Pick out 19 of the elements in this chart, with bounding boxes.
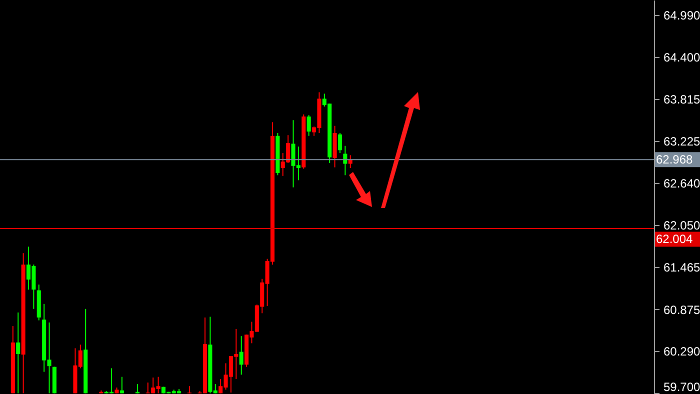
y-tick-label: 62.050: [664, 218, 700, 233]
candlestick: [239, 336, 244, 376]
y-tick-label: 63.815: [664, 92, 700, 107]
y-tick-label: 59.700: [664, 380, 700, 394]
ref-line-label: 62.004: [656, 232, 694, 246]
candlestick: [306, 114, 311, 136]
y-tick-label: 64.990: [664, 8, 700, 23]
candlestick: [120, 376, 124, 394]
ref-line-label: 62.968: [656, 152, 694, 167]
y-tick-label: 60.290: [664, 344, 700, 359]
candlestick: [16, 312, 20, 394]
candlestick: [135, 383, 140, 394]
y-tick-label: 64.400: [664, 50, 700, 65]
y-tick-label: 61.465: [664, 260, 700, 275]
y-tick-label: 63.225: [664, 134, 700, 149]
y-tick-label: 60.875: [664, 302, 700, 317]
candlestick: [187, 386, 192, 394]
y-tick-label: 62.640: [664, 176, 700, 191]
candlestick: [338, 132, 342, 154]
